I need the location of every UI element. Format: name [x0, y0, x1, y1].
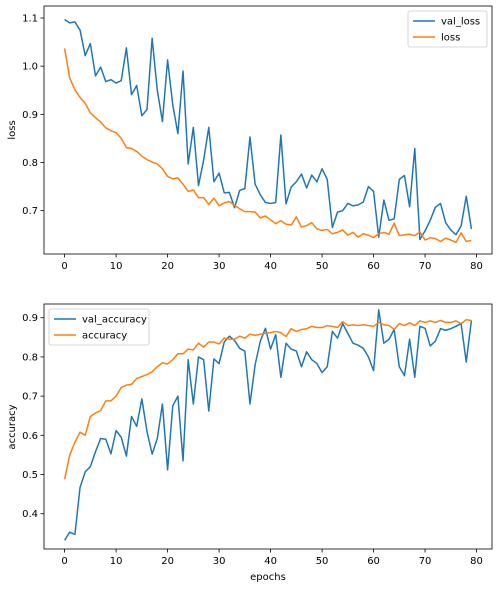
loss-legend-label-loss: loss	[441, 33, 460, 44]
loss-y-tick-label: 1.0	[22, 62, 38, 73]
accuracy-x-tick-label: 10	[110, 556, 123, 567]
loss-y-tick-label: 0.9	[22, 110, 38, 121]
accuracy-y-tick-label: 0.5	[22, 470, 38, 481]
loss-series-lines	[63, 18, 473, 244]
loss-x-tick-label: 10	[110, 261, 123, 272]
accuracy-y-tick-label: 0.8	[22, 352, 38, 363]
loss-x-tick-label: 60	[367, 261, 380, 272]
accuracy-legend-label-accuracy: accuracy	[82, 331, 127, 342]
accuracy-x-tick-label: 20	[161, 556, 174, 567]
loss-plot-frame	[43, 5, 493, 255]
loss-x-tick-label: 40	[264, 261, 277, 272]
accuracy-y-axis-ticks: 0.4 0.5 0.6 0.7 0.8 0.9	[22, 313, 44, 520]
accuracy-x-tick-label: 70	[419, 556, 432, 567]
accuracy-y-tick-label: 0.9	[22, 313, 38, 324]
loss-legend-label-val-loss: val_loss	[441, 17, 480, 28]
loss-x-tick-label: 20	[161, 261, 174, 272]
accuracy-x-tick-label: 50	[316, 556, 329, 567]
accuracy-x-tick-label: 60	[367, 556, 380, 567]
accuracy-x-tick-label: 30	[213, 556, 226, 567]
loss-chart: 0 10 20 30 40 50 60 70 80 0.7 0.8 0.9 1.0 1.1 loss v…	[7, 5, 493, 272]
loss-x-tick-label: 30	[213, 261, 226, 272]
loss-y-tick-label: 0.7	[22, 206, 38, 217]
accuracy-chart: 0 10 20 30 40 50 60 70 80 0.4 0.5 0.6 0.7 0.8 0.9 acc…	[7, 303, 493, 583]
accuracy-x-tick-label: 0	[61, 556, 67, 567]
loss-legend-box	[407, 10, 488, 48]
accuracy-series-lines	[63, 309, 473, 541]
accuracy-x-axis-ticks: 0 10 20 30 40 50 60 70 80	[61, 549, 483, 567]
accuracy-y-tick-label: 0.7	[22, 392, 38, 403]
loss-y-axis-ticks: 0.7 0.8 0.9 1.0 1.1	[22, 14, 44, 217]
loss-x-tick-label: 0	[61, 261, 67, 272]
accuracy-x-axis-label: epochs	[250, 572, 286, 583]
accuracy-y-axis-label: accuracy	[7, 404, 18, 449]
loss-series-line-loss	[63, 48, 472, 244]
accuracy-y-tick-label: 0.6	[22, 431, 38, 442]
loss-x-tick-label: 70	[419, 261, 432, 272]
loss-legend: val_loss loss	[407, 10, 488, 48]
accuracy-x-tick-label: 40	[264, 556, 277, 567]
loss-y-axis-label: loss	[7, 120, 18, 139]
loss-series-line-val-loss	[64, 18, 473, 241]
loss-y-tick-label: 1.1	[22, 14, 38, 25]
accuracy-legend-box	[48, 308, 150, 346]
accuracy-series-line-accuracy	[63, 318, 472, 480]
accuracy-legend-label-val-accuracy: val_accuracy	[82, 315, 147, 326]
loss-x-axis-ticks: 0 10 20 30 40 50 60 70 80	[61, 254, 483, 272]
accuracy-y-tick-label: 0.4	[22, 509, 38, 520]
accuracy-legend: val_accuracy accuracy	[48, 308, 150, 346]
loss-x-tick-label: 80	[470, 261, 483, 272]
accuracy-plot-frame	[43, 303, 493, 550]
loss-y-tick-label: 0.8	[22, 158, 38, 169]
accuracy-x-tick-label: 80	[470, 556, 483, 567]
accuracy-series-line-val-accuracy	[63, 309, 473, 541]
loss-x-tick-label: 50	[316, 261, 329, 272]
